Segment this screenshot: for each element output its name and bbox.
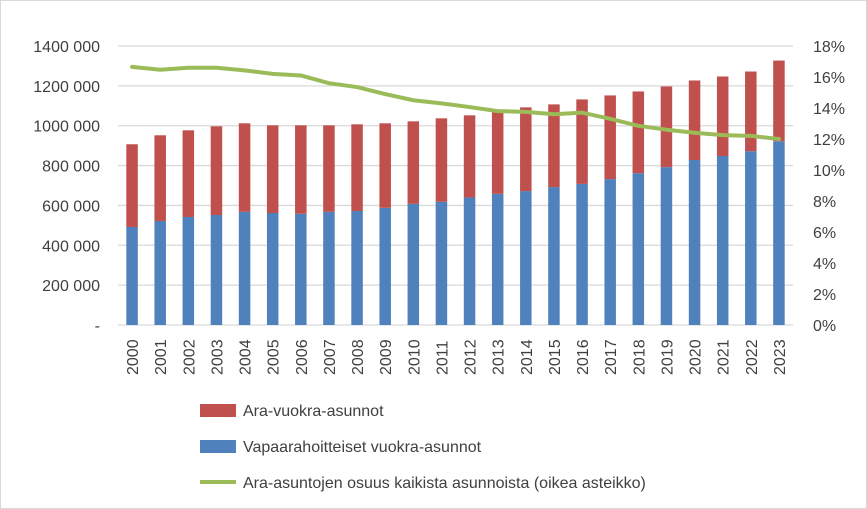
bar-vapaarahoitteiset xyxy=(463,197,476,325)
x-tick-label: 2018 xyxy=(631,339,648,375)
bar-ara xyxy=(435,118,448,202)
x-tick-label: 2003 xyxy=(209,339,226,375)
x-tick-label: 2013 xyxy=(491,339,508,375)
x-tick-label: 2008 xyxy=(350,339,367,375)
bar-vapaarahoitteiset xyxy=(520,191,532,325)
x-tick-label: 2016 xyxy=(575,339,592,375)
bar-vapaarahoitteiset xyxy=(632,173,645,325)
y-left-tick-label: 1400 000 xyxy=(33,39,100,56)
y-left-tick-label: 600 000 xyxy=(42,198,100,215)
y-left-tick-label: 800 000 xyxy=(42,159,100,176)
bar-ara xyxy=(154,135,166,221)
x-tick-label: 2012 xyxy=(463,339,480,375)
bar-vapaarahoitteiset xyxy=(491,193,504,325)
y-right-tick-label: 16% xyxy=(813,70,845,87)
bar-vapaarahoitteiset xyxy=(266,213,279,325)
bar-ara xyxy=(632,91,645,174)
y-right-tick-label: 2% xyxy=(813,287,836,304)
bar-ara xyxy=(295,125,307,214)
y-right-tick-label: 18% xyxy=(813,39,845,56)
bar-vapaarahoitteiset xyxy=(351,211,363,325)
bar-ara xyxy=(238,123,251,212)
x-tick-label: 2006 xyxy=(294,339,311,375)
y-right-tick-label: 10% xyxy=(813,163,845,180)
bar-ara xyxy=(660,86,673,168)
bar-ara xyxy=(576,99,588,184)
bar-vapaarahoitteiset xyxy=(295,213,307,325)
bar-vapaarahoitteiset xyxy=(126,226,138,325)
x-tick-label: 2022 xyxy=(744,339,761,375)
y-left-tick-label: 400 000 xyxy=(42,238,100,255)
legend-label: Ara-asuntojen osuus kaikista asunnoista … xyxy=(243,475,646,492)
y-left-tick-label: 1200 000 xyxy=(33,79,100,96)
x-tick-label: 2011 xyxy=(434,340,451,375)
bar-ara xyxy=(520,107,532,192)
bar-ara xyxy=(491,112,504,194)
x-tick-label: 2005 xyxy=(266,339,283,375)
bar-vapaarahoitteiset xyxy=(576,183,588,325)
bar-ara xyxy=(323,125,335,212)
legend-label: Ara-vuokra-asunnot xyxy=(243,403,384,420)
y-right-tick-label: 0% xyxy=(813,318,836,335)
x-tick-label: 2014 xyxy=(519,339,536,375)
y-right-tick-label: 12% xyxy=(813,132,845,149)
bar-vapaarahoitteiset xyxy=(323,211,335,325)
bar-vapaarahoitteiset xyxy=(745,151,757,325)
bar-ara xyxy=(407,121,420,204)
bar-vapaarahoitteiset xyxy=(210,214,223,325)
bar-vapaarahoitteiset xyxy=(688,159,701,325)
x-tick-label: 2002 xyxy=(181,339,198,375)
x-tick-label: 2000 xyxy=(125,339,142,375)
x-tick-label: 2004 xyxy=(238,339,255,375)
bar-ara xyxy=(773,60,785,142)
y-right-tick-label: 4% xyxy=(813,256,836,273)
bar-vapaarahoitteiset xyxy=(154,220,166,325)
bar-ara xyxy=(210,126,223,215)
bar-vapaarahoitteiset xyxy=(773,141,785,325)
bar-ara xyxy=(745,71,757,152)
y-left-tick-label: 200 000 xyxy=(42,278,100,295)
bar-ara xyxy=(351,124,363,212)
x-tick-label: 2019 xyxy=(659,339,676,375)
bar-ara xyxy=(182,130,195,217)
bar-ara xyxy=(716,76,729,157)
x-tick-label: 2007 xyxy=(322,339,339,375)
x-tick-label: 2015 xyxy=(547,339,564,375)
x-tick-label: 2010 xyxy=(406,339,423,375)
x-tick-label: 2021 xyxy=(716,339,733,375)
legend-swatch xyxy=(200,404,236,417)
x-tick-label: 2001 xyxy=(153,339,170,375)
legend-label: Vapaarahoitteiset vuokra-asunnot xyxy=(243,439,482,456)
y-left-tick-label: 1000 000 xyxy=(33,119,100,136)
bar-ara xyxy=(126,144,138,227)
bar-ara xyxy=(379,123,391,208)
bar-vapaarahoitteiset xyxy=(407,203,420,325)
y-right-tick-label: 8% xyxy=(813,194,836,211)
y-right-tick-label: 14% xyxy=(813,101,845,118)
bar-vapaarahoitteiset xyxy=(716,156,729,325)
bar-vapaarahoitteiset xyxy=(238,211,251,325)
line-ara-osuus xyxy=(130,64,781,141)
x-tick-label: 2009 xyxy=(378,339,395,375)
bar-vapaarahoitteiset xyxy=(435,201,448,325)
bar-vapaarahoitteiset xyxy=(182,216,195,325)
x-tick-label: 2017 xyxy=(603,339,620,375)
bar-vapaarahoitteiset xyxy=(604,179,616,325)
bar-ara xyxy=(266,125,279,214)
bar-vapaarahoitteiset xyxy=(548,187,560,325)
bar-ara xyxy=(604,95,616,180)
bar-vapaarahoitteiset xyxy=(660,167,673,325)
y-right-tick-label: 6% xyxy=(813,225,836,242)
legend-swatch xyxy=(200,440,236,453)
x-tick-label: 2020 xyxy=(688,339,705,375)
bar-ara xyxy=(688,80,701,160)
bar-ara xyxy=(463,115,476,198)
x-tick-label: 2023 xyxy=(772,339,789,375)
bar-ara xyxy=(548,104,560,188)
y-left-tick-label: - xyxy=(95,318,100,335)
bar-vapaarahoitteiset xyxy=(379,207,391,325)
